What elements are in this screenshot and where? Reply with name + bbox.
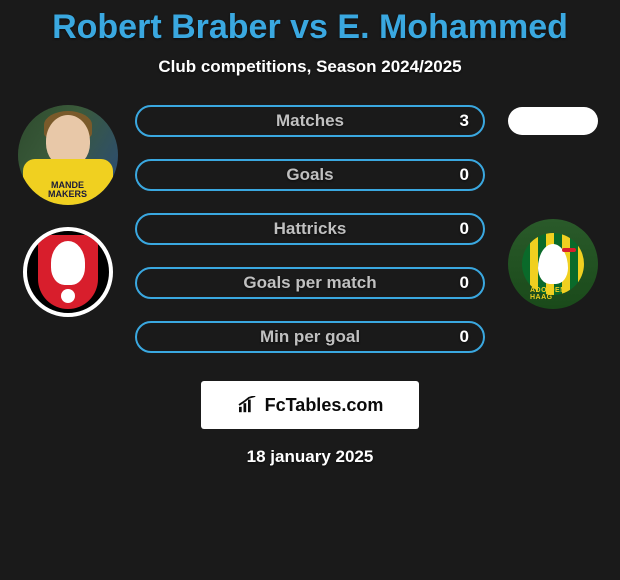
ado-stripes-icon bbox=[522, 233, 584, 295]
jersey-sponsor-text: MANDE MAKERS bbox=[45, 181, 90, 199]
stat-value-right: 0 bbox=[460, 219, 469, 239]
helmond-ball-icon bbox=[61, 289, 75, 303]
comparison-card: Robert Braber vs E. Mohammed Club compet… bbox=[0, 0, 620, 467]
brand-box[interactable]: FcTables.com bbox=[201, 381, 419, 429]
brand-text: FcTables.com bbox=[265, 395, 384, 416]
stats-column: Matches 3 Goals 0 Hattricks 0 Goals per … bbox=[135, 105, 485, 353]
page-title: Robert Braber vs E. Mohammed bbox=[0, 8, 620, 47]
right-column: ADO DEN HAAG bbox=[495, 105, 610, 309]
left-column: MANDE MAKERS bbox=[10, 105, 125, 317]
player-jersey: MANDE MAKERS bbox=[23, 159, 113, 205]
stat-value-right: 0 bbox=[460, 327, 469, 347]
stat-pill-matches: Matches 3 bbox=[135, 105, 485, 137]
ado-stork-icon bbox=[538, 244, 568, 284]
stat-pill-hattricks: Hattricks 0 bbox=[135, 213, 485, 245]
stat-value-right: 0 bbox=[460, 165, 469, 185]
helmond-mascot-icon bbox=[51, 241, 85, 285]
player-photo-bg: MANDE MAKERS bbox=[18, 105, 118, 205]
stat-label: Goals per match bbox=[243, 273, 376, 293]
chart-icon bbox=[237, 396, 259, 414]
stat-pill-min-per-goal: Min per goal 0 bbox=[135, 321, 485, 353]
stat-label: Hattricks bbox=[274, 219, 347, 239]
stat-value-right: 0 bbox=[460, 273, 469, 293]
main-row: MANDE MAKERS Matches 3 Goals 0 Ha bbox=[0, 105, 620, 353]
footer-date: 18 january 2025 bbox=[247, 447, 374, 467]
stat-label: Goals bbox=[286, 165, 333, 185]
page-subtitle: Club competitions, Season 2024/2025 bbox=[0, 57, 620, 77]
club-badge-left bbox=[23, 227, 113, 317]
helmond-shield bbox=[38, 235, 98, 309]
stat-label: Matches bbox=[276, 111, 344, 131]
stat-pill-goals: Goals 0 bbox=[135, 159, 485, 191]
player-placeholder-right bbox=[508, 107, 598, 135]
stat-pill-goals-per-match: Goals per match 0 bbox=[135, 267, 485, 299]
stat-value-right: 3 bbox=[460, 111, 469, 131]
footer: FcTables.com 18 january 2025 bbox=[0, 381, 620, 467]
club-badge-right: ADO DEN HAAG bbox=[508, 219, 598, 309]
player-photo-left: MANDE MAKERS bbox=[18, 105, 118, 205]
stat-label: Min per goal bbox=[260, 327, 360, 347]
ado-ring-text: ADO DEN HAAG bbox=[530, 287, 575, 301]
